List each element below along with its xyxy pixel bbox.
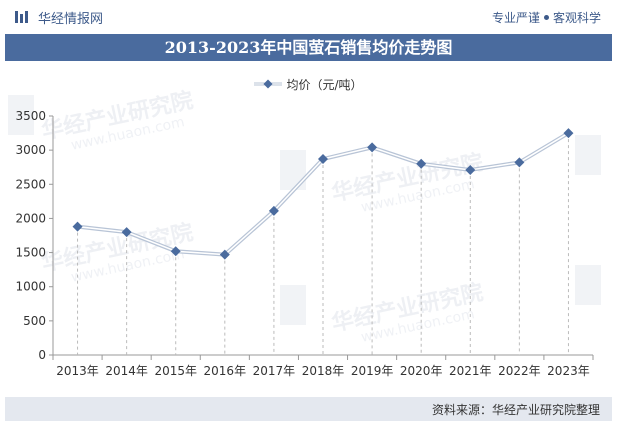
data-point	[563, 128, 574, 139]
y-tick-label: 1000	[15, 280, 46, 294]
watermark-block	[575, 135, 601, 175]
x-tick-label: 2019年	[351, 364, 394, 378]
y-tick-label: 3500	[15, 109, 46, 123]
data-point	[219, 249, 230, 260]
brand[interactable]: 华经情报网	[14, 8, 104, 27]
x-tick-label: 2013年	[56, 364, 99, 378]
series-line-inner	[77, 132, 569, 256]
slogan-left: 专业严谨	[491, 11, 540, 25]
y-tick-label: 0	[38, 348, 46, 362]
data-point	[514, 157, 525, 168]
x-tick-label: 2018年	[302, 364, 345, 378]
legend-label: 均价（元/吨）	[286, 77, 363, 92]
brand-logo-icon	[15, 11, 28, 23]
y-tick-label: 2500	[15, 177, 46, 191]
legend: 均价（元/吨）	[0, 74, 617, 94]
title-bar: 2013-2023年中国萤石销售均价走势图	[5, 34, 612, 61]
x-tick-label: 2015年	[154, 364, 197, 378]
brand-name: 华经情报网	[38, 11, 104, 27]
data-point	[268, 205, 279, 216]
source-note: 资料来源：华经产业研究院整理	[431, 403, 600, 417]
data-point	[72, 221, 83, 232]
data-point	[367, 142, 378, 153]
y-tick-label: 2000	[15, 211, 46, 225]
data-point	[465, 164, 476, 175]
watermark-block	[8, 95, 34, 135]
series-line-outer	[77, 131, 570, 257]
chart-title: 2013-2023年中国萤石销售均价走势图	[164, 38, 453, 57]
y-tick-label: 3000	[15, 143, 46, 157]
slogan: 专业严谨 客观科学	[492, 9, 601, 26]
data-point	[318, 154, 328, 165]
y-tick-label: 1500	[15, 246, 46, 260]
x-tick-label: 2021年	[449, 364, 492, 378]
header: 华经情报网 专业严谨 客观科学	[0, 0, 617, 34]
footer: 资料来源：华经产业研究院整理	[5, 397, 612, 421]
data-point	[121, 227, 132, 238]
y-tick-label: 500	[23, 314, 46, 328]
slogan-right: 客观科学	[552, 11, 601, 25]
x-tick-label: 2017年	[253, 364, 296, 378]
slogan-dot-icon	[543, 15, 549, 20]
x-tick-label: 2014年	[105, 364, 148, 378]
x-tick-label: 2022年	[498, 364, 541, 378]
legend-line-marker-icon	[254, 79, 283, 89]
x-tick-label: 2020年	[400, 364, 443, 378]
data-point	[416, 158, 427, 169]
data-point	[170, 246, 181, 257]
x-tick-label: 2016年	[204, 364, 247, 378]
watermark-block	[280, 285, 306, 325]
watermark-block	[575, 265, 601, 305]
x-tick-label: 2023年	[547, 364, 590, 378]
